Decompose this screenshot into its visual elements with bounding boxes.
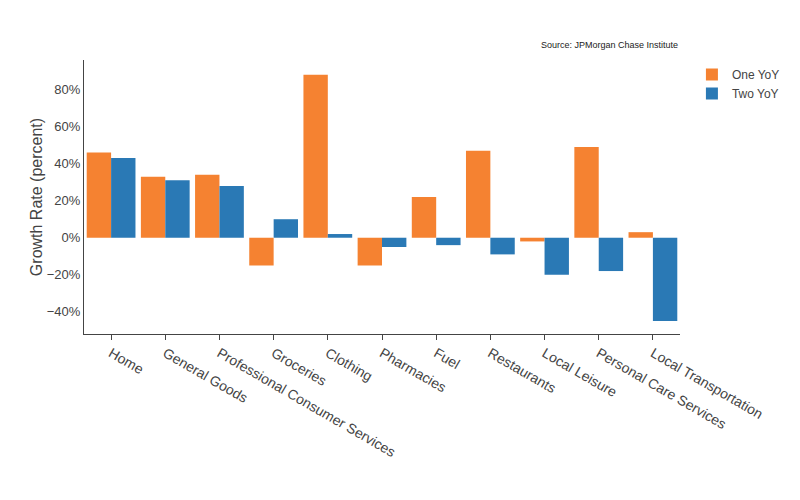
svg-text:Home: Home xyxy=(106,345,147,378)
svg-text:Pharmacies: Pharmacies xyxy=(377,345,449,396)
svg-text:Local Transportation: Local Transportation xyxy=(648,345,766,422)
svg-text:Local Leisure: Local Leisure xyxy=(540,345,620,401)
svg-text:Growth Rate (percent): Growth Rate (percent) xyxy=(28,118,45,276)
svg-text:60%: 60% xyxy=(54,119,80,134)
svg-text:−20%: −20% xyxy=(47,267,81,282)
svg-text:Two YoY: Two YoY xyxy=(732,87,779,101)
svg-text:−40%: −40% xyxy=(47,304,81,319)
svg-text:0%: 0% xyxy=(62,230,81,245)
svg-text:Personal Care Services: Personal Care Services xyxy=(594,345,729,432)
svg-text:General Goods: General Goods xyxy=(160,345,250,406)
svg-text:Source: JPMorgan Chase Institu: Source: JPMorgan Chase Institute xyxy=(541,40,678,50)
svg-text:Restaurants: Restaurants xyxy=(485,345,558,397)
svg-text:80%: 80% xyxy=(54,82,80,97)
svg-text:One YoY: One YoY xyxy=(732,68,779,82)
svg-text:Fuel: Fuel xyxy=(431,345,463,372)
svg-text:40%: 40% xyxy=(54,156,80,171)
svg-text:20%: 20% xyxy=(54,193,80,208)
svg-text:Groceries: Groceries xyxy=(269,345,330,389)
svg-text:Professional Consumer Services: Professional Consumer Services xyxy=(214,345,398,460)
svg-text:Clothing: Clothing xyxy=(323,345,375,385)
